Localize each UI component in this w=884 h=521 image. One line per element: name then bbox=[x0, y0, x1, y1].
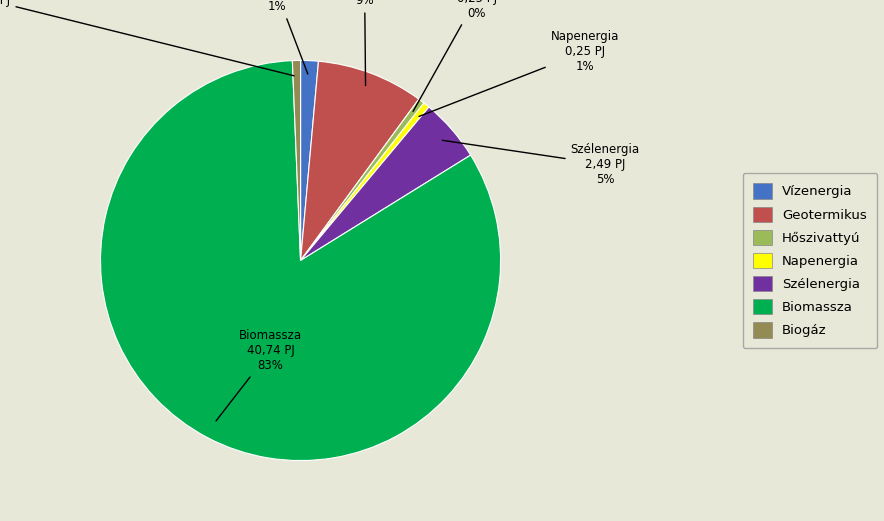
Text: Geotermikus
4,23 PJ
9%: Geotermikus 4,23 PJ 9% bbox=[327, 0, 402, 85]
Text: Biomassza
40,74 PJ
83%: Biomassza 40,74 PJ 83% bbox=[216, 329, 302, 421]
Wedge shape bbox=[301, 107, 470, 260]
Wedge shape bbox=[301, 60, 318, 260]
Text: Szélenergia
2,49 PJ
5%: Szélenergia 2,49 PJ 5% bbox=[442, 140, 640, 186]
Text: Napenergia
0,25 PJ
1%: Napenergia 0,25 PJ 1% bbox=[419, 30, 619, 116]
Wedge shape bbox=[301, 61, 419, 260]
Wedge shape bbox=[301, 99, 424, 260]
Text: Vízenergia
0,70 PJ
1%: Vízenergia 0,70 PJ 1% bbox=[245, 0, 308, 74]
Text: Biogáz
0,32 PJ
1%: Biogáz 0,32 PJ 1% bbox=[0, 0, 294, 76]
Text: Hőszivattyú
0,25 PJ
0%: Hőszivattyú 0,25 PJ 0% bbox=[413, 0, 512, 111]
Wedge shape bbox=[301, 103, 429, 260]
Legend: Vízenergia, Geotermikus, Hőszivattyú, Napenergia, Szélenergia, Biomassza, Biogáz: Vízenergia, Geotermikus, Hőszivattyú, Na… bbox=[743, 173, 878, 348]
Wedge shape bbox=[293, 60, 301, 260]
Wedge shape bbox=[101, 60, 500, 461]
